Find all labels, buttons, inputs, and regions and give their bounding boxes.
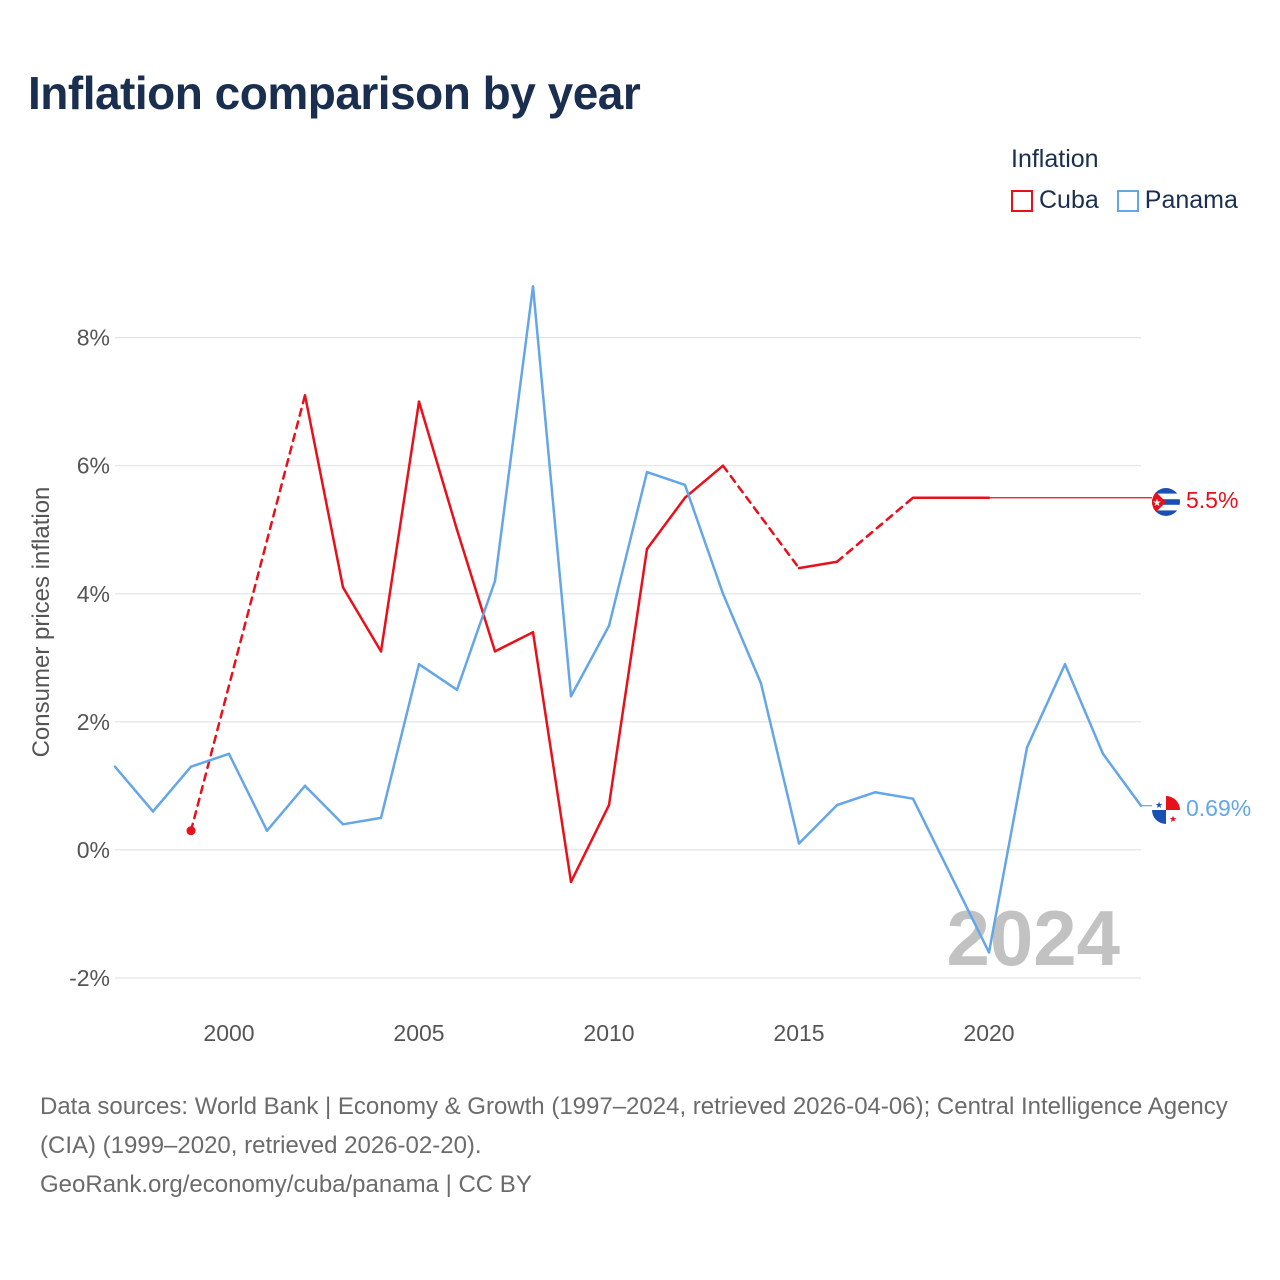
x-axis-ticks: 2000 2005 2010 2015 2020	[203, 1020, 1014, 1046]
series-segment-panama	[189, 752, 231, 768]
series-segment-panama	[303, 784, 345, 826]
series-segment-cuba	[531, 630, 573, 884]
data-sources-footer: Data sources: World Bank | Economy & Gro…	[40, 1087, 1240, 1204]
y-tick-label: 0%	[77, 837, 110, 863]
attribution-link[interactable]: GeoRank.org/economy/cuba/panama | CC BY	[40, 1171, 532, 1198]
series-segment-cuba	[645, 496, 687, 551]
series-segment-panama	[645, 470, 687, 487]
series-segment-panama	[569, 624, 611, 698]
series-layer	[113, 285, 1152, 954]
series-segment-panama	[911, 797, 953, 877]
series-segment-panama	[1063, 662, 1105, 756]
series-segment-panama	[1101, 752, 1143, 807]
series-segment-panama	[417, 662, 459, 692]
series-segment-panama	[151, 765, 193, 813]
series-segment-cuba	[493, 630, 535, 653]
series-segment-cuba	[607, 547, 649, 807]
series-segment-panama	[455, 579, 497, 692]
series-segment-panama	[227, 752, 269, 832]
series-segment-panama	[113, 765, 155, 813]
y-tick-label: 6%	[77, 453, 110, 479]
series-point-cuba	[186, 826, 196, 836]
legend-label-panama: Panama	[1144, 186, 1238, 214]
current-year-label: 2024	[946, 894, 1120, 982]
series-segment-panama	[531, 285, 573, 698]
series-segment-panama	[341, 816, 383, 826]
series-segment-cuba	[683, 464, 725, 499]
svg-text:★: ★	[1155, 801, 1163, 811]
gridlines	[115, 337, 1141, 979]
x-tick-label: 2005	[393, 1020, 444, 1046]
series-segment-panama	[797, 803, 839, 845]
series-segment-cuba	[379, 400, 421, 653]
series-segment-cuba	[417, 400, 459, 531]
series-segment-panama	[835, 791, 877, 807]
y-tick-label: 8%	[77, 325, 110, 351]
svg-text:★: ★	[1153, 498, 1162, 509]
series-segment-cuba	[721, 464, 801, 570]
series-segment-cuba	[303, 394, 345, 589]
series-segment-panama	[949, 874, 991, 954]
panama-end-value-label: 0.69%	[1186, 795, 1251, 821]
series-segment-panama	[987, 746, 1029, 954]
series-segment-cuba	[835, 496, 915, 564]
cuba-flag-icon: ★	[1152, 488, 1180, 516]
series-segment-cuba	[341, 586, 383, 653]
series-segment-panama	[873, 791, 915, 800]
y-tick-label: -2%	[69, 965, 110, 991]
series-segment-cuba	[797, 560, 839, 570]
y-axis-ticks: -2% 0% 2% 4% 6% 8%	[69, 325, 110, 991]
x-tick-label: 2010	[583, 1020, 634, 1046]
legend-swatch-cuba	[1011, 189, 1033, 212]
series-cuba	[186, 394, 1152, 884]
legend-item-cuba[interactable]: Cuba	[1011, 186, 1099, 215]
series-segment-panama	[1025, 662, 1067, 749]
cuba-end-value-label: 5.5%	[1186, 487, 1238, 513]
series-panama	[113, 285, 1152, 954]
svg-text:★: ★	[1169, 815, 1177, 825]
panama-flag-icon: ★ ★	[1152, 796, 1180, 825]
legend-item-panama[interactable]: Panama	[1116, 186, 1238, 215]
legend-swatch-panama	[1116, 189, 1139, 212]
legend-title: Inflation	[1011, 145, 1099, 173]
series-segment-panama	[607, 470, 649, 628]
y-tick-label: 4%	[77, 581, 110, 607]
legend-label-cuba: Cuba	[1039, 186, 1099, 214]
series-segment-panama	[721, 592, 763, 685]
chart-title: Inflation comparison by year	[28, 67, 641, 119]
series-segment-panama	[493, 285, 535, 583]
sources-text: Data sources: World Bank | Economy & Gro…	[40, 1093, 1228, 1159]
legend: Cuba Panama	[1011, 186, 1238, 215]
series-segment-panama	[759, 682, 801, 845]
x-tick-label: 2020	[963, 1020, 1014, 1046]
x-tick-label: 2015	[773, 1020, 824, 1046]
y-tick-label: 2%	[77, 709, 110, 735]
series-segment-panama	[379, 662, 421, 820]
inflation-line-chart: 2000 2005 2010 2015 2020 -2%0%2%4%6%8% 2024 …	[69, 285, 1251, 1046]
series-segment-cuba	[189, 394, 307, 832]
series-segment-panama	[683, 483, 725, 596]
x-tick-label: 2000	[203, 1020, 254, 1046]
series-segment-cuba	[455, 528, 497, 653]
series-segment-cuba	[569, 803, 611, 884]
series-segment-panama	[265, 784, 307, 832]
